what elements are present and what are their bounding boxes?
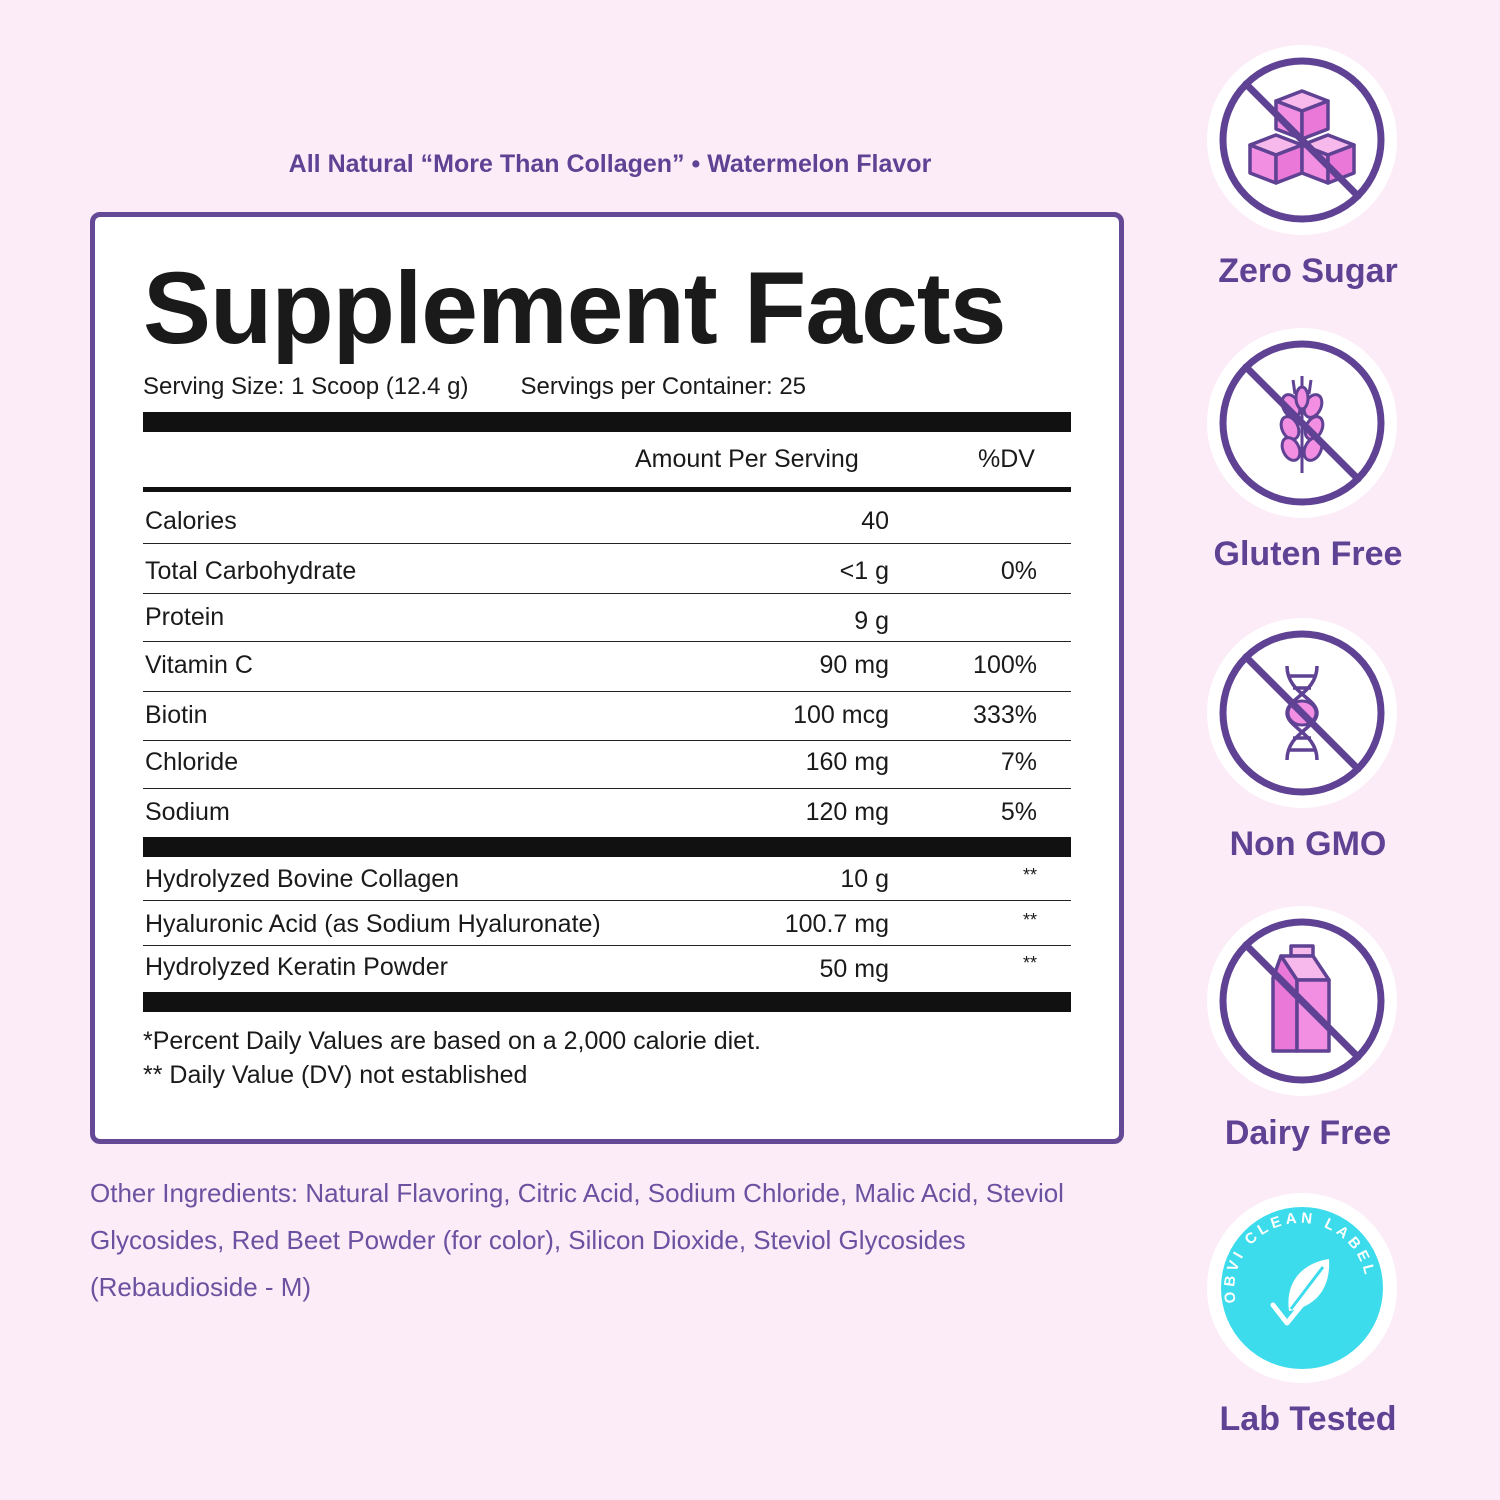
nutrient-dv: 100%	[973, 651, 1037, 679]
badge-dairy-free	[1207, 906, 1397, 1096]
nutrient-row: Biotin 100 mcg 333%	[143, 693, 1071, 741]
nutrient-row: Vitamin C 90 mg 100%	[143, 643, 1071, 692]
nutrient-name: Calories	[145, 507, 237, 535]
badge-lab-tested: OBVI CLEAN LABEL	[1207, 1193, 1397, 1383]
nutrient-dv: 0%	[1000, 557, 1037, 585]
active-ingredient-row: Hydrolyzed Keratin Powder 50 mg **	[143, 947, 1071, 987]
nutrient-row: Calories 40	[143, 495, 1071, 544]
nutrient-row: Total Carbohydrate <1 g 0%	[143, 545, 1071, 594]
nutrient-row: Protein 9 g	[143, 595, 1071, 642]
thick-divider-bottom	[143, 992, 1071, 1012]
obvi-clean-label-icon: OBVI CLEAN LABEL	[1221, 1207, 1383, 1369]
badge-gluten-free	[1207, 328, 1397, 518]
ingredient-dv: **	[1022, 865, 1037, 885]
dna-crossed-icon	[1219, 630, 1385, 796]
header-divider	[143, 487, 1071, 492]
ingredient-dv: **	[1022, 953, 1037, 973]
active-ingredient-row: Hyaluronic Acid (as Sodium Hyaluronate) …	[143, 902, 1071, 946]
badge-label-dairy-free: Dairy Free	[1224, 1114, 1392, 1152]
ingredient-name: Hyaluronic Acid (as Sodium Hyaluronate)	[145, 910, 601, 938]
thick-divider-middle	[143, 837, 1071, 857]
servings-per-container: Servings per Container: 25	[520, 373, 807, 400]
nutrient-name: Vitamin C	[145, 651, 253, 679]
nutrient-amount: 160 mg	[805, 748, 889, 776]
header-amount-per-serving: Amount Per Serving	[635, 445, 859, 473]
ingredient-name: Hydrolyzed Keratin Powder	[145, 953, 448, 981]
facts-title: Supplement Facts	[143, 251, 1007, 365]
supplement-facts-panel: Supplement Facts Serving Size: 1 Scoop (…	[90, 212, 1124, 1144]
active-ingredient-row: Hydrolyzed Bovine Collagen 10 g **	[143, 857, 1071, 901]
nutrient-row: Sodium 120 mg 5%	[143, 790, 1071, 836]
milk-carton-crossed-icon	[1219, 918, 1385, 1084]
ingredient-amount: 10 g	[840, 865, 889, 893]
header-dv: %DV	[978, 445, 1035, 473]
serving-size: Serving Size: 1 Scoop (12.4 g)	[143, 373, 469, 400]
badge-label-zero-sugar: Zero Sugar	[1218, 252, 1398, 290]
badge-non-gmo	[1207, 618, 1397, 808]
nutrient-name: Total Carbohydrate	[145, 557, 357, 585]
ingredient-name: Hydrolyzed Bovine Collagen	[145, 865, 460, 893]
nutrient-amount: 120 mg	[805, 798, 889, 826]
nutrient-dv: 7%	[1000, 748, 1037, 776]
nutrient-name: Protein	[145, 603, 225, 631]
badge-zero-sugar	[1207, 45, 1397, 235]
nutrient-amount: 100 mcg	[793, 701, 889, 729]
nutrient-dv: 333%	[973, 701, 1037, 729]
nutrient-amount: <1 g	[839, 557, 889, 585]
serving-info: Serving Size: 1 Scoop (12.4 g) Servings p…	[143, 373, 806, 401]
footnote-not-established: ** Daily Value (DV) not established	[143, 1061, 528, 1089]
nutrient-name: Biotin	[145, 701, 208, 729]
nutrient-dv: 5%	[1000, 798, 1037, 826]
badge-label-lab-tested: Lab Tested	[1219, 1400, 1397, 1438]
nutrient-name: Chloride	[145, 748, 239, 776]
wheat-crossed-icon	[1219, 340, 1385, 506]
footnote-daily-values: *Percent Daily Values are based on a 2,0…	[143, 1027, 761, 1055]
ingredient-dv: **	[1022, 910, 1037, 930]
nutrient-amount: 90 mg	[819, 651, 889, 679]
ingredient-amount: 100.7 mg	[784, 910, 889, 938]
nutrient-amount: 40	[861, 507, 889, 535]
sugar-cubes-crossed-icon	[1219, 57, 1385, 223]
badge-label-non-gmo: Non GMO	[1229, 825, 1387, 863]
nutrient-amount: 9 g	[854, 607, 889, 635]
thick-divider-top	[143, 412, 1071, 432]
nutrient-name: Sodium	[145, 798, 230, 826]
ingredient-amount: 50 mg	[819, 955, 889, 983]
badge-label-gluten-free: Gluten Free	[1213, 535, 1403, 573]
other-ingredients: Other Ingredients: Natural Flavoring, Ci…	[90, 1178, 1064, 1302]
product-subtitle: All Natural “More Than Collagen” • Water…	[288, 150, 932, 178]
nutrient-row: Chloride 160 mg 7%	[143, 742, 1071, 789]
